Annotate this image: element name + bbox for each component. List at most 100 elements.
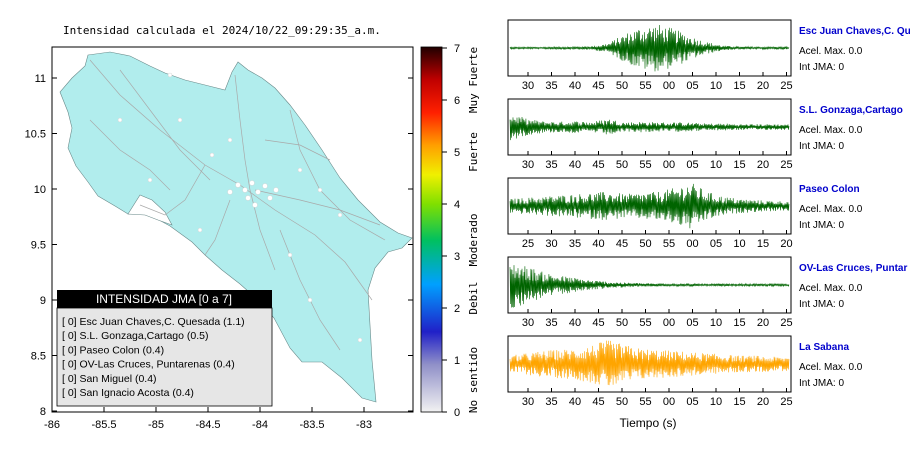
colorbar-level-label: Moderado: [467, 214, 480, 267]
map-x-tick-label: -84: [252, 419, 268, 431]
seismogram-tick-label: 40: [569, 396, 581, 408]
seismogram-panel: 25 30 35 40 45 50 55 00 05 10 15 20 Paseo Colon Acel.…: [507, 177, 863, 250]
seismogram-tick-label: 45: [592, 159, 604, 171]
seismogram-tick-label: 30: [545, 238, 557, 250]
seismogram-tick-label: 05: [686, 80, 698, 92]
map-y-tick-label: 8.5: [31, 351, 46, 363]
seismogram-tick-label: 00: [663, 396, 675, 408]
seismogram-tick-label: 00: [663, 317, 675, 329]
seismogram-tick-label: 20: [757, 317, 769, 329]
legend-row: [ 0] Esc Juan Chaves,C. Quesada (1.1): [62, 316, 245, 328]
jma-intensity: Int JMA: 0: [799, 378, 844, 389]
max-acceleration: Acel. Max. 0.0: [799, 283, 863, 294]
seismogram-tick-label: 40: [569, 159, 581, 171]
seismogram-tick-label: 25: [780, 80, 792, 92]
max-acceleration: Acel. Max. 0.0: [799, 362, 863, 373]
nicoya-gulf: [127, 194, 173, 226]
map-y-tick-label: 8: [40, 406, 46, 418]
seismogram-tick-label: 20: [757, 159, 769, 171]
colorbar-ticks: 7 6 5 4 3 2 1 0: [442, 43, 460, 419]
jma-intensity: Int JMA: 0: [799, 220, 844, 231]
station-dots: [117, 72, 363, 343]
seismogram-tick-label: 30: [522, 80, 534, 92]
seismogram-panel: 30 35 40 45 50 55 00 05 10 15 20 25 S.L. Gonzaga,Car…: [507, 98, 903, 171]
seismogram-tick-label: 00: [663, 159, 675, 171]
seismogram-tick-label: 05: [686, 317, 698, 329]
intensity-legend-box: INTENSIDAD JMA [0 a 7] [ 0] Esc Juan Cha…: [56, 290, 273, 407]
map-x-tick-label: -83.5: [299, 419, 324, 431]
map-title: Intensidad calculada el 2024/10/22_09:29…: [63, 24, 381, 37]
station-name: OV-Las Cruces, Puntar: [799, 263, 907, 274]
seismogram-tick-label: 15: [757, 238, 769, 250]
seismogram-panel: 30 35 40 45 50 55 00 05 10 15 20 25 La Sabana Acel. M…: [507, 335, 863, 408]
seismogram-tick-label: 55: [663, 238, 675, 250]
map-x-tick-label: -85.5: [91, 419, 116, 431]
seismogram-tick-label: 10: [710, 396, 722, 408]
colorbar-level-label: Muy Fuerte: [467, 47, 480, 113]
colorbar-tick-label: 7: [454, 43, 460, 55]
map-frame: [51, 46, 414, 413]
legend-row: [ 0] S.L. Gonzaga,Cartago (0.5): [62, 330, 209, 342]
seismogram-tick-label: 00: [663, 80, 675, 92]
seismogram-tick-label: 55: [639, 159, 651, 171]
seismogram-tick-label: 45: [616, 238, 628, 250]
legend-row: [ 0] San Ignacio Acosta (0.4): [62, 387, 194, 399]
waveform-trace: [509, 183, 790, 229]
legend-box-header: [57, 290, 272, 308]
seismogram-tick-label: 15: [733, 159, 745, 171]
seismogram-tick-label: 50: [639, 238, 651, 250]
seismogram-tick-label: 35: [545, 80, 557, 92]
seismogram-tick-label: 40: [569, 317, 581, 329]
seismogram-tick-label: 50: [616, 396, 628, 408]
seismogram-tick-label: 45: [592, 396, 604, 408]
seismogram-tick-label: 15: [733, 317, 745, 329]
map-x-axis: -86 -85.5 -85 -84.5 -84 -83.5 -83: [44, 407, 372, 431]
costa-rica-landmass: [59, 51, 413, 403]
max-acceleration: Acel. Max. 0.0: [799, 46, 863, 57]
seismogram-tick-label: 20: [780, 238, 792, 250]
seismogram-tick-label: 50: [616, 159, 628, 171]
seismogram-tick-label: 30: [522, 317, 534, 329]
map-x-tick-label: -84.5: [195, 419, 220, 431]
map-x-tick-label: -83: [356, 419, 372, 431]
max-acceleration: Acel. Max. 0.0: [799, 125, 863, 136]
seismogram-tick-label: 10: [710, 80, 722, 92]
waveform-trace: [509, 340, 790, 386]
seismogram-tick-label: 40: [592, 238, 604, 250]
seismogram-panels: 30 35 40 45 50 55 00 05 10 15 20 25 Esc Juan Chaves,…: [507, 19, 910, 408]
seismogram-tick-label: 10: [710, 159, 722, 171]
colorbar-tick-label: 4: [454, 199, 460, 211]
station-name: S.L. Gonzaga,Cartago: [799, 105, 903, 116]
colorbar-labels: Muy Fuerte Fuerte Moderado Debil No sentido: [467, 47, 480, 413]
seismogram-tick-label: 45: [592, 80, 604, 92]
legend-row: [ 0] San Miguel (0.4): [62, 373, 157, 385]
seismogram-tick-label: 25: [780, 317, 792, 329]
colorbar-gradient: [420, 46, 443, 413]
seismogram-tick-label: 25: [780, 396, 792, 408]
seismogram-tick-label: 20: [757, 396, 769, 408]
seismogram-panel: 30 35 40 45 50 55 00 05 10 15 20 25 Esc Juan Chaves,…: [507, 19, 910, 92]
colorbar-tick-label: 0: [454, 407, 460, 419]
station-name: Paseo Colon: [799, 184, 860, 195]
seismogram-tick-label: 25: [522, 238, 534, 250]
seismogram-tick-label: 10: [710, 317, 722, 329]
time-axis-label: Tiempo (s): [620, 416, 677, 430]
waveform-trace: [509, 116, 790, 141]
legend-row: [ 0] OV-Las Cruces, Puntarenas (0.4): [62, 359, 235, 371]
jma-intensity: Int JMA: 0: [799, 62, 844, 73]
colorbar-tick-label: 5: [454, 147, 460, 159]
seismogram-tick-label: 45: [592, 317, 604, 329]
colorbar-level-label: Debil: [467, 281, 480, 314]
seismogram-tick-label: 35: [545, 317, 557, 329]
seismogram-tick-label: 15: [733, 80, 745, 92]
colorbar-level-label: No sentido: [467, 347, 480, 413]
seismogram-tick-label: 55: [639, 317, 651, 329]
seismogram-tick-label: 30: [522, 159, 534, 171]
map-y-tick-label: 11: [35, 73, 46, 85]
seismogram-tick-label: 10: [733, 238, 745, 250]
seismogram-tick-label: 50: [616, 317, 628, 329]
station-name: La Sabana: [799, 342, 849, 353]
seismogram-tick-label: 35: [545, 159, 557, 171]
intensity-colorbar: 7 6 5 4 3 2 1 0 Muy Fuerte Fuerte Moderado Debil No…: [420, 43, 480, 419]
